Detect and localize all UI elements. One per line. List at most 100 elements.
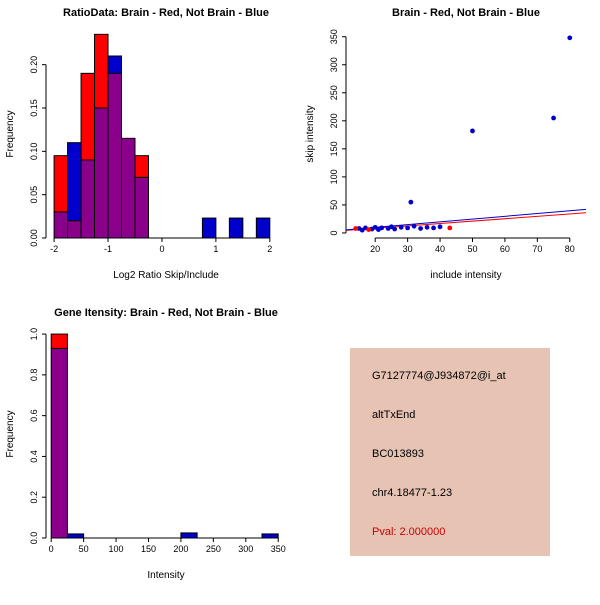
y-axis-title: Frequency: [5, 110, 16, 157]
accession-line: BC013893: [372, 448, 424, 460]
hist-bar-not-brain: [67, 142, 82, 222]
point-not-brain: [411, 223, 417, 229]
x-tick-label: 40: [435, 244, 445, 254]
x-axis-title: Log2 Ratio Skip/Include: [113, 270, 219, 281]
y-tick-label: 50: [329, 200, 339, 210]
y-tick-label: 0: [329, 230, 339, 235]
point-not-brain: [567, 35, 573, 41]
x-tick-label: 100: [109, 544, 124, 554]
point-not-brain: [405, 225, 411, 231]
y-tick-label: 0.10: [29, 143, 39, 161]
intensity-scatter-panel: Brain - Red, Not Brain - Blue 20 30 40 50 60 7…: [300, 0, 600, 300]
y-tick-label: 1.0: [29, 328, 39, 341]
y-tick-label: 0.15: [29, 99, 39, 117]
y-tick-label: 200: [329, 113, 339, 128]
not-brain-fit-line: [345, 208, 587, 231]
location-line: chr4.18477-1.23: [372, 487, 453, 499]
x-tick-label: 20: [370, 244, 380, 254]
y-tick-label: 150: [329, 141, 339, 156]
hist-bar-overlap: [53, 211, 69, 239]
gene-intensity-histogram-panel: Gene Itensity: Brain - Red, Not Brain - …: [0, 300, 300, 600]
x-tick-label: -1: [104, 244, 112, 254]
y-tick-label: 0.20: [29, 56, 39, 74]
y-axis-title: skip intensity: [305, 105, 316, 162]
x-tick-label: 50: [79, 544, 89, 554]
chart-title: Gene Itensity: Brain - Red, Not Brain - …: [54, 307, 278, 319]
x-tick-label: 300: [238, 544, 253, 554]
x-tick-label: 60: [500, 244, 510, 254]
x-tick-label: 70: [532, 244, 542, 254]
hist-bar-overlap: [50, 347, 68, 539]
x-tick-label: 350: [271, 544, 286, 554]
x-tick-label: 0: [49, 544, 54, 554]
hist-bar-not-brain: [180, 532, 198, 539]
hist-bar-not-brain: [201, 217, 217, 239]
hist-bar-not-brain: [255, 217, 271, 239]
point-not-brain: [470, 128, 475, 134]
hist-bar-overlap: [67, 220, 82, 239]
x-tick-label: 80: [565, 244, 575, 254]
x-tick-label: 200: [173, 544, 188, 554]
y-tick-label: 0.6: [29, 409, 39, 422]
point-brain: [366, 227, 372, 232]
hist-bar-overlap: [107, 72, 123, 239]
ratio-histogram-panel: RatioData: Brain - Red, Not Brain - Blue…: [0, 0, 300, 300]
gene-info-panel: G7127774@J934872@i_at altTxEnd BC013893 …: [300, 300, 600, 600]
hist-bar-brain: [50, 333, 68, 349]
point-brain: [353, 226, 359, 231]
x-axis-title: Intensity: [147, 570, 184, 581]
x-tick-label: -2: [50, 244, 58, 254]
y-tick-label: 100: [329, 169, 339, 184]
point-brain: [447, 225, 453, 231]
y-axis-title: Frequency: [5, 410, 16, 457]
point-not-brain: [437, 224, 443, 230]
x-tick-label: 2: [267, 244, 272, 254]
y-tick-label: 0.05: [29, 186, 39, 204]
point-not-brain: [418, 226, 423, 231]
hist-bar-overlap: [134, 176, 149, 239]
probe-id-line: G7127774@J934872@i_at: [372, 370, 506, 382]
chart-title: Brain - Red, Not Brain - Blue: [392, 7, 540, 19]
x-axis-title: include intensity: [430, 270, 501, 281]
gene-info-box: G7127774@J934872@i_at altTxEnd BC013893 …: [350, 348, 550, 556]
y-tick-label: 300: [329, 57, 339, 72]
y-tick-label: 0.0: [29, 532, 39, 545]
hist-bar-not-brain: [228, 217, 244, 239]
point-not-brain: [379, 225, 385, 231]
hist-bar-brain: [134, 155, 149, 178]
y-tick-label: 0.4: [29, 450, 39, 463]
pval-line: Pval: 2.000000: [372, 526, 446, 538]
y-tick-label: 0.00: [29, 229, 39, 247]
point-not-brain: [398, 224, 404, 230]
hist-bar-overlap: [94, 107, 109, 239]
hist-bar-brain: [94, 33, 109, 109]
chart-title: RatioData: Brain - Red, Not Brain - Blue: [63, 7, 269, 19]
x-tick-label: 30: [403, 244, 413, 254]
point-not-brain: [551, 115, 556, 121]
y-tick-label: 250: [329, 85, 339, 100]
x-tick-label: 1: [213, 244, 218, 254]
hist-bar-brain: [80, 72, 96, 161]
hist-bar-overlap: [80, 159, 96, 239]
y-tick-label: 0.2: [29, 491, 39, 504]
event-type-line: altTxEnd: [372, 409, 416, 421]
point-not-brain: [424, 224, 430, 230]
hist-bar-not-brain: [66, 533, 85, 539]
x-tick-label: 50: [467, 244, 477, 254]
intensity-scatter-chart: Brain - Red, Not Brain - Blue 20 30 40 50 60 7…: [305, 7, 587, 281]
x-tick-label: 250: [206, 544, 221, 554]
hist-bar-brain: [53, 155, 69, 213]
y-tick-label: 350: [329, 29, 339, 44]
hist-bar-not-brain: [261, 533, 279, 539]
point-not-brain: [408, 199, 414, 205]
ratio-histogram-chart: RatioData: Brain - Red, Not Brain - Blue…: [5, 7, 272, 281]
x-tick-label: 150: [141, 544, 156, 554]
gene-intensity-histogram-chart: Gene Itensity: Brain - Red, Not Brain - …: [5, 307, 286, 581]
hist-bar-overlap: [121, 137, 136, 239]
x-tick-label: 0: [159, 244, 164, 254]
point-not-brain: [431, 225, 436, 231]
hist-bar-not-brain: [107, 55, 123, 74]
y-tick-label: 0.8: [29, 369, 39, 382]
point-not-brain: [392, 226, 398, 232]
